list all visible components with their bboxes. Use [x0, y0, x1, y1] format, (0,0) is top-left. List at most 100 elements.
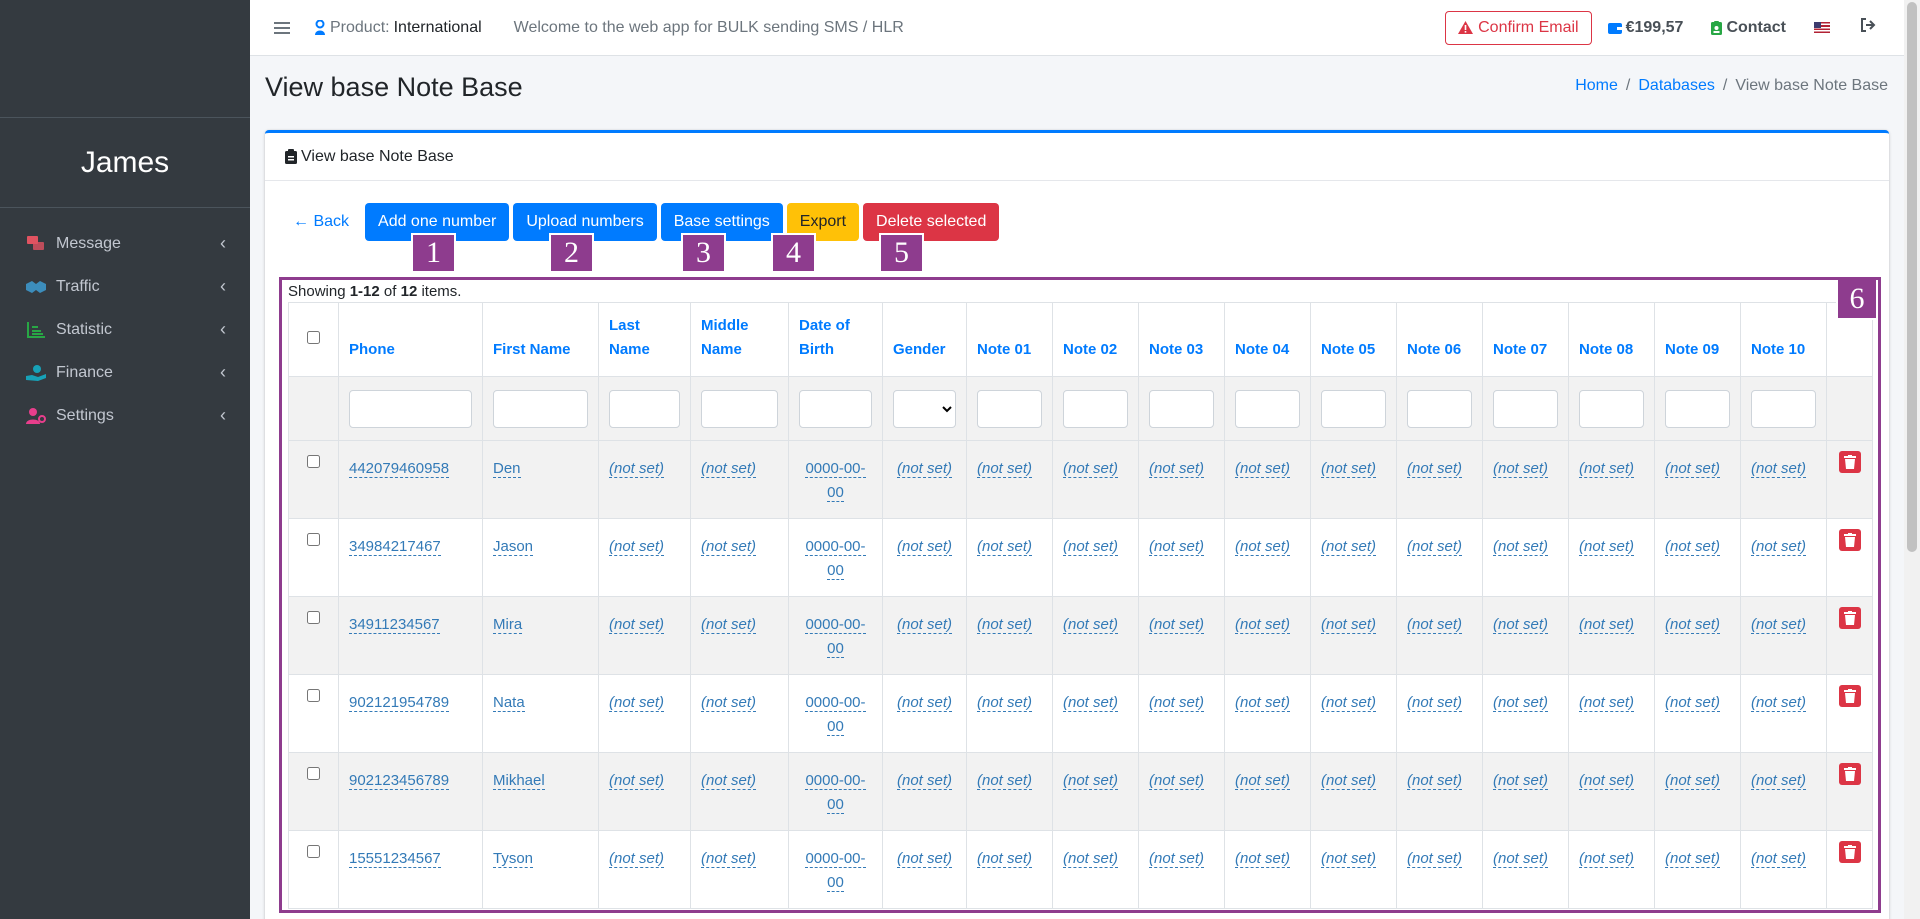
middle-name-filter-input[interactable] — [701, 389, 778, 428]
editable-value[interactable]: (not set) — [1665, 850, 1721, 868]
column-header[interactable]: Note 05 — [1310, 302, 1397, 377]
first-name-link[interactable]: Mira — [493, 616, 523, 634]
editable-value[interactable]: (not set) — [1321, 460, 1377, 478]
dob-link[interactable]: 0000-00-00 — [805, 616, 866, 658]
column-header[interactable]: Note 08 — [1568, 302, 1655, 377]
dob-link[interactable]: 0000-00-00 — [805, 772, 866, 814]
editable-value[interactable]: (not set) — [701, 850, 757, 868]
editable-value[interactable]: (not set) — [977, 538, 1033, 556]
delete-row-button[interactable] — [1838, 451, 1861, 473]
editable-value[interactable]: (not set) — [1751, 538, 1807, 556]
editable-value[interactable]: (not set) — [609, 616, 665, 634]
editable-value[interactable]: (not set) — [701, 538, 757, 556]
note-07-filter-input[interactable] — [1493, 389, 1558, 428]
note-03-filter-input[interactable] — [1149, 389, 1214, 428]
note-08-filter-input[interactable] — [1579, 389, 1644, 428]
sidebar-item-settings[interactable]: Settings ‹ — [0, 394, 250, 437]
dob-filter-input[interactable] — [799, 389, 872, 428]
select-all-checkbox[interactable] — [307, 330, 320, 344]
column-header[interactable]: Note 06 — [1396, 302, 1483, 377]
column-header[interactable]: Date of Birth — [788, 302, 883, 377]
dob-link[interactable]: 0000-00-00 — [805, 850, 866, 892]
first-name-link[interactable]: Mikhael — [493, 772, 545, 790]
editable-value[interactable]: (not set) — [1063, 460, 1119, 478]
first-name-link[interactable]: Tyson — [493, 850, 534, 868]
phone-link[interactable]: 902121954789 — [349, 694, 450, 712]
note-05-filter-input[interactable] — [1321, 389, 1386, 428]
logout-icon[interactable] — [1860, 18, 1876, 37]
editable-value[interactable]: (not set) — [701, 694, 757, 712]
last-name-filter-input[interactable] — [609, 389, 680, 428]
note-01-filter-input[interactable] — [977, 389, 1042, 428]
column-header[interactable]: Note 07 — [1482, 302, 1569, 377]
row-checkbox[interactable] — [307, 845, 320, 858]
column-header[interactable]: Phone — [338, 302, 483, 377]
editable-value[interactable]: (not set) — [896, 538, 953, 556]
editable-value[interactable]: (not set) — [1665, 694, 1721, 712]
column-header[interactable]: Note 10 — [1740, 302, 1827, 377]
column-header[interactable]: Note 01 — [966, 302, 1053, 377]
breadcrumb-databases[interactable]: Databases — [1638, 77, 1715, 94]
editable-value[interactable]: (not set) — [896, 616, 953, 634]
editable-value[interactable]: (not set) — [1493, 538, 1549, 556]
note-10-filter-input[interactable] — [1751, 389, 1816, 428]
editable-value[interactable]: (not set) — [1665, 616, 1721, 634]
dob-link[interactable]: 0000-00-00 — [805, 460, 866, 502]
editable-value[interactable]: (not set) — [977, 694, 1033, 712]
phone-link[interactable]: 902123456789 — [349, 772, 450, 790]
note-06-filter-input[interactable] — [1407, 389, 1472, 428]
note-04-filter-input[interactable] — [1235, 389, 1300, 428]
editable-value[interactable]: (not set) — [1665, 538, 1721, 556]
editable-value[interactable]: (not set) — [977, 616, 1033, 634]
delete-row-button[interactable] — [1838, 607, 1861, 629]
editable-value[interactable]: (not set) — [1149, 460, 1205, 478]
editable-value[interactable]: (not set) — [609, 460, 665, 478]
dob-link[interactable]: 0000-00-00 — [805, 694, 866, 736]
editable-value[interactable]: (not set) — [1063, 772, 1119, 790]
editable-value[interactable]: (not set) — [1493, 616, 1549, 634]
sidebar-item-message[interactable]: Message ‹ — [0, 222, 250, 265]
column-header[interactable]: Note 02 — [1052, 302, 1139, 377]
note-09-filter-input[interactable] — [1665, 389, 1730, 428]
editable-value[interactable]: (not set) — [1579, 460, 1635, 478]
editable-value[interactable]: (not set) — [977, 850, 1033, 868]
editable-value[interactable]: (not set) — [701, 772, 757, 790]
dob-link[interactable]: 0000-00-00 — [805, 538, 866, 580]
row-checkbox[interactable] — [307, 533, 320, 546]
editable-value[interactable]: (not set) — [1321, 772, 1377, 790]
breadcrumb-home[interactable]: Home — [1575, 77, 1618, 94]
editable-value[interactable]: (not set) — [1493, 460, 1549, 478]
base-settings-button[interactable]: Base settings — [660, 203, 783, 241]
editable-value[interactable]: (not set) — [1751, 772, 1807, 790]
editable-value[interactable]: (not set) — [1579, 538, 1635, 556]
editable-value[interactable]: (not set) — [1149, 850, 1205, 868]
editable-value[interactable]: (not set) — [1407, 694, 1463, 712]
editable-value[interactable]: (not set) — [1751, 616, 1807, 634]
column-header[interactable]: First Name — [482, 302, 599, 377]
editable-value[interactable]: (not set) — [1321, 538, 1377, 556]
editable-value[interactable]: (not set) — [1235, 460, 1291, 478]
editable-value[interactable]: (not set) — [1493, 694, 1549, 712]
note-02-filter-input[interactable] — [1063, 389, 1128, 428]
editable-value[interactable]: (not set) — [1321, 616, 1377, 634]
row-checkbox[interactable] — [307, 767, 320, 780]
product-selector[interactable]: Product: International — [314, 19, 482, 37]
menu-toggle-icon[interactable] — [274, 21, 290, 34]
confirm-email-button[interactable]: Confirm Email — [1445, 10, 1592, 45]
editable-value[interactable]: (not set) — [896, 460, 953, 478]
delete-row-button[interactable] — [1838, 685, 1861, 707]
phone-filter-input[interactable] — [349, 389, 472, 428]
row-checkbox[interactable] — [307, 455, 320, 468]
editable-value[interactable]: (not set) — [1063, 850, 1119, 868]
phone-link[interactable]: 34984217467 — [349, 538, 441, 556]
editable-value[interactable]: (not set) — [609, 538, 665, 556]
phone-link[interactable]: 15551234567 — [349, 850, 441, 868]
editable-value[interactable]: (not set) — [896, 694, 953, 712]
editable-value[interactable]: (not set) — [1235, 850, 1291, 868]
editable-value[interactable]: (not set) — [1751, 694, 1807, 712]
editable-value[interactable]: (not set) — [1751, 460, 1807, 478]
editable-value[interactable]: (not set) — [609, 694, 665, 712]
editable-value[interactable]: (not set) — [609, 772, 665, 790]
editable-value[interactable]: (not set) — [1579, 616, 1635, 634]
delete-selected-button[interactable]: Delete selected — [863, 203, 1000, 241]
